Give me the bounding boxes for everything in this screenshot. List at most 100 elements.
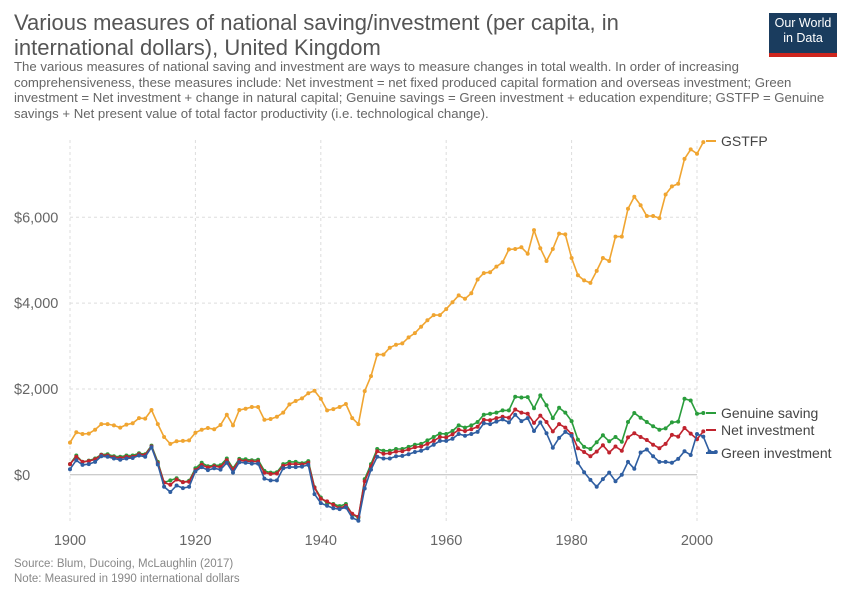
data-point: [350, 416, 355, 421]
data-point: [532, 429, 536, 433]
data-point: [494, 416, 499, 421]
data-point: [237, 460, 242, 465]
data-point: [456, 423, 461, 428]
data-point: [293, 465, 298, 470]
data-point: [532, 228, 536, 233]
data-point: [86, 459, 91, 464]
data-point: [500, 260, 505, 265]
data-point: [444, 432, 449, 436]
data-point: [381, 448, 386, 453]
data-point: [575, 437, 580, 442]
data-point: [494, 264, 499, 269]
data-point: [394, 449, 398, 454]
series-genuine-saving: [68, 393, 706, 520]
data-point: [281, 410, 286, 415]
data-point: [256, 461, 261, 466]
data-point: [701, 434, 706, 439]
data-point: [287, 402, 292, 407]
data-point: [406, 447, 411, 452]
data-point: [187, 438, 192, 443]
data-point: [669, 420, 674, 425]
data-point: [463, 433, 467, 438]
data-point: [588, 447, 593, 451]
legend-label: Green investment: [721, 445, 832, 461]
data-point: [456, 427, 461, 432]
data-point: [231, 423, 235, 428]
data-point: [105, 454, 110, 459]
data-point: [519, 395, 524, 400]
data-point: [168, 441, 173, 446]
data-point: [701, 411, 706, 415]
data-point: [619, 472, 624, 477]
data-point: [237, 408, 242, 412]
data-point: [626, 459, 630, 464]
data-point: [701, 140, 706, 145]
data-point: [638, 203, 643, 208]
data-point: [306, 391, 311, 396]
data-point: [632, 194, 637, 199]
y-tick-label: $0: [14, 468, 30, 484]
data-point: [218, 467, 223, 472]
data-point: [199, 427, 204, 432]
data-point: [513, 247, 518, 251]
data-point: [205, 426, 210, 430]
data-point: [688, 147, 693, 152]
legend-label: Net investment: [721, 422, 814, 438]
data-point: [437, 313, 442, 318]
data-point: [575, 446, 580, 451]
data-point: [695, 151, 699, 156]
data-point: [488, 270, 493, 275]
data-point: [557, 231, 562, 236]
data-point: [676, 181, 681, 186]
data-point: [525, 411, 530, 416]
data-point: [262, 417, 267, 422]
x-tick-label: 1940: [305, 533, 337, 549]
data-point: [93, 459, 98, 464]
data-point: [488, 411, 493, 416]
data-point: [550, 416, 555, 421]
data-point: [74, 458, 79, 463]
data-point: [613, 234, 618, 239]
data-point: [525, 395, 530, 400]
data-point: [444, 435, 449, 440]
data-point: [513, 412, 518, 417]
data-point: [193, 430, 198, 435]
data-point: [688, 431, 693, 436]
data-point: [419, 448, 424, 453]
data-point: [231, 470, 235, 475]
data-point: [532, 406, 536, 411]
data-point: [274, 478, 279, 483]
data-point: [588, 454, 593, 459]
data-point: [168, 478, 173, 483]
data-point: [318, 396, 323, 401]
data-point: [444, 438, 449, 443]
data-point: [300, 396, 304, 401]
data-point: [682, 449, 687, 454]
data-point: [644, 214, 649, 218]
data-point: [613, 435, 618, 439]
data-point: [431, 438, 436, 443]
data-point: [425, 318, 430, 323]
data-point: [688, 398, 693, 403]
data-point: [676, 419, 681, 424]
y-tick-label: $2,000: [14, 382, 58, 398]
data-point: [582, 450, 587, 454]
data-point: [594, 440, 599, 445]
data-point: [651, 454, 656, 459]
data-point: [682, 156, 687, 161]
data-point: [262, 470, 267, 475]
data-point: [550, 247, 555, 251]
data-point: [557, 405, 562, 410]
data-point: [180, 486, 185, 491]
logo-line-2: in Data: [783, 31, 823, 45]
owid-logo[interactable]: Our World in Data: [769, 13, 837, 57]
data-point: [205, 468, 210, 473]
data-point: [281, 466, 286, 471]
data-point: [243, 460, 248, 465]
data-point: [124, 422, 129, 427]
data-point: [669, 460, 674, 465]
data-point: [425, 438, 430, 443]
data-point: [663, 192, 668, 197]
data-point: [350, 515, 355, 520]
data-point: [381, 352, 386, 357]
